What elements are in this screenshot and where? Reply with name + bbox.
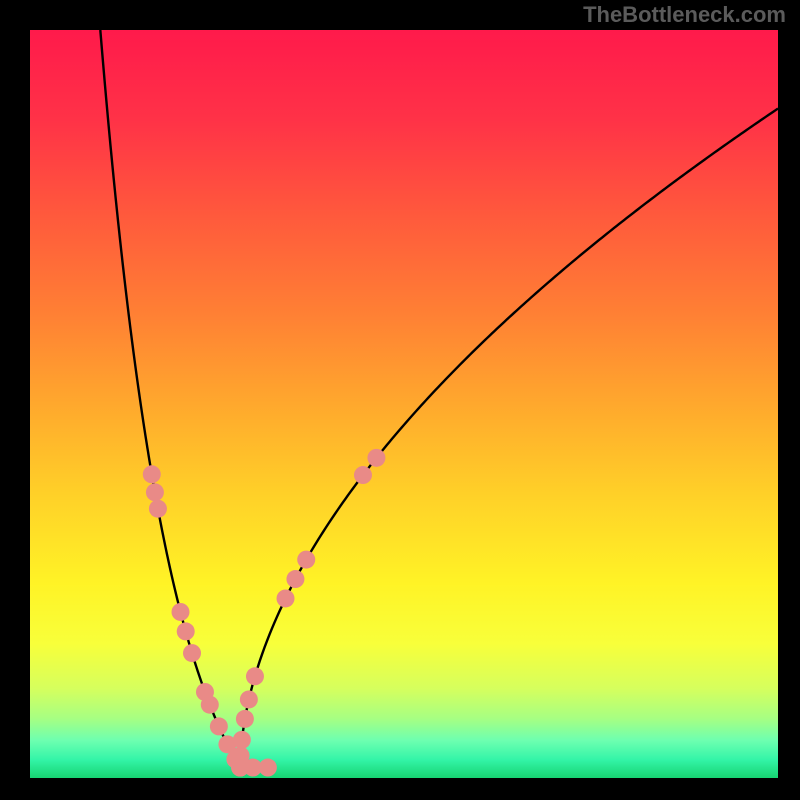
data-marker: [210, 717, 228, 735]
data-marker: [236, 710, 254, 728]
data-marker: [286, 570, 304, 588]
watermark: TheBottleneck.com: [583, 2, 786, 28]
data-marker: [246, 667, 264, 685]
plot-area: [30, 30, 778, 778]
data-marker: [149, 500, 167, 518]
data-marker: [233, 731, 251, 749]
data-marker: [201, 696, 219, 714]
data-marker: [146, 483, 164, 501]
data-marker: [177, 622, 195, 640]
data-marker: [172, 603, 190, 621]
data-marker: [367, 449, 385, 467]
data-marker: [277, 589, 295, 607]
data-marker: [259, 759, 277, 777]
chart-svg: [30, 30, 778, 778]
data-marker: [183, 644, 201, 662]
data-marker: [240, 690, 258, 708]
data-marker: [143, 465, 161, 483]
data-marker: [232, 747, 250, 765]
gradient-background: [30, 30, 778, 778]
data-marker: [354, 466, 372, 484]
data-marker: [297, 551, 315, 569]
